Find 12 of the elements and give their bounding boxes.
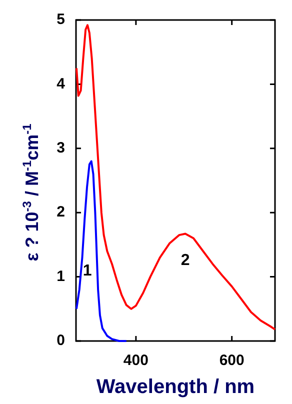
y-tick-label: 1	[56, 268, 65, 285]
y-tick-label: 5	[56, 11, 65, 28]
y-tick-label: 2	[56, 204, 65, 221]
y-tick-label: 4	[56, 75, 66, 92]
series-label: 1	[82, 262, 92, 280]
x-axis-title: Wavelength / nm	[96, 376, 255, 398]
series-label: 2	[180, 252, 190, 270]
x-tick-label: 600	[219, 352, 244, 370]
y-axis-title: ε ? 10-3 / M-1cm-1	[20, 123, 42, 262]
x-tick-label: 400	[123, 352, 148, 370]
y-tick-label: 3	[56, 140, 65, 157]
y-tick-label: 0	[56, 332, 65, 350]
